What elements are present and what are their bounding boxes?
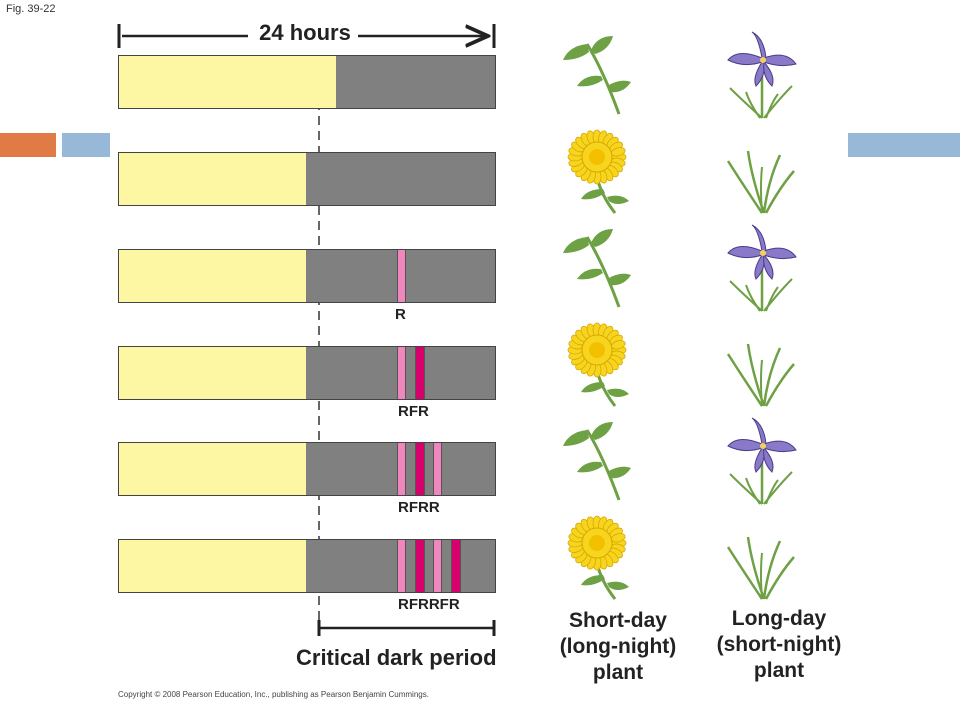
light-period <box>119 347 307 399</box>
short-day-line2: (long-night) <box>559 635 677 658</box>
red-flash <box>397 250 406 302</box>
photoperiod-bar <box>118 539 496 593</box>
short-day-plant-flowering-icon <box>557 513 637 608</box>
short-day-line3: plant <box>592 661 644 684</box>
long-day-plant-vegetative-icon <box>722 513 802 608</box>
long-day-plant-flowering-icon <box>722 30 802 125</box>
long-day-line1: Long-day <box>731 607 827 630</box>
light-period <box>119 153 307 205</box>
flash-sequence-label: RFRRFR <box>398 596 460 613</box>
red-flash <box>433 540 442 592</box>
far-red-flash <box>451 540 461 592</box>
long-day-plant-vegetative-icon <box>722 320 802 415</box>
photoperiod-bar <box>118 249 496 303</box>
red-flash <box>397 540 406 592</box>
long-day-plant-flowering-icon <box>722 223 802 318</box>
hours-label: 24 hours <box>259 20 351 45</box>
decorative-blue-block-left <box>62 133 110 157</box>
short-day-plant-vegetative-icon <box>557 223 637 318</box>
far-red-flash <box>415 443 425 495</box>
short-day-plant-flowering-icon <box>557 127 637 222</box>
far-red-flash <box>415 540 425 592</box>
photoperiod-bar <box>118 442 496 496</box>
short-day-plant-vegetative-icon <box>557 416 637 511</box>
light-period <box>119 443 307 495</box>
long-day-line2: (short-night) <box>716 633 842 656</box>
short-day-plant-flowering-icon <box>557 320 637 415</box>
photoperiod-bar <box>118 346 496 400</box>
far-red-flash <box>415 347 425 399</box>
light-period <box>119 540 307 592</box>
long-day-line3: plant <box>753 659 805 682</box>
long-day-plant-label: Long-day (short-night) plant <box>704 606 854 684</box>
red-flash <box>433 443 442 495</box>
light-period <box>119 250 307 302</box>
long-day-plant-flowering-icon <box>722 416 802 511</box>
decorative-orange-block <box>0 133 56 157</box>
short-day-line1: Short-day <box>568 609 667 632</box>
red-flash <box>397 347 406 399</box>
flash-sequence-label: RFRR <box>398 499 440 516</box>
short-day-plant-vegetative-icon <box>557 30 637 125</box>
short-day-plant-label: Short-day (long-night) plant <box>548 608 688 686</box>
long-day-plant-vegetative-icon <box>722 127 802 222</box>
flash-sequence-label: R <box>395 306 406 323</box>
decorative-blue-block-right <box>848 133 960 157</box>
light-period <box>119 56 337 108</box>
copyright-notice: Copyright © 2008 Pearson Education, Inc.… <box>118 690 429 699</box>
photoperiod-bar <box>118 152 496 206</box>
photoperiod-bar <box>118 55 496 109</box>
critical-dark-period-label: Critical dark period <box>296 645 497 670</box>
flash-sequence-label: RFR <box>398 403 429 420</box>
figure-label: Fig. 39-22 <box>6 3 56 15</box>
red-flash <box>397 443 406 495</box>
